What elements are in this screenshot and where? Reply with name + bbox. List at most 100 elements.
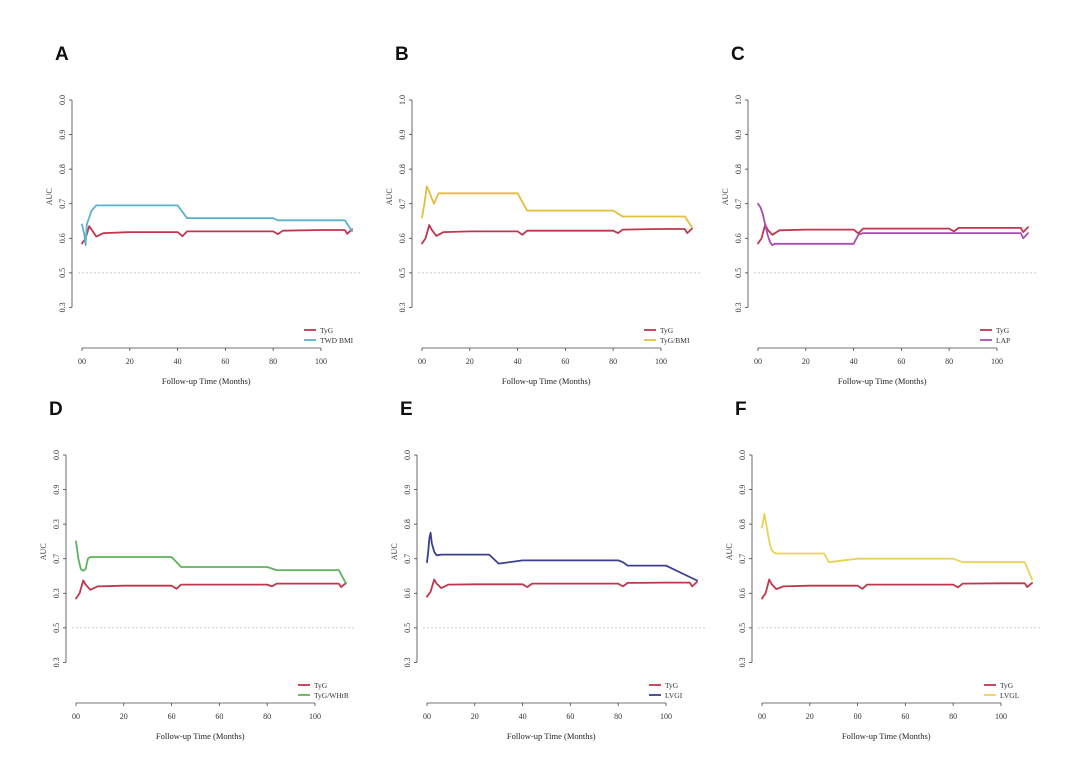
y-tick-label: 0.9	[738, 485, 747, 495]
x-tick-label: 60	[901, 712, 909, 721]
series-line-comparator	[426, 531, 698, 582]
x-tick-label: 40	[850, 357, 858, 366]
y-tick-label: 0.0	[52, 450, 61, 460]
x-axis-title: Follow-up Time (Months)	[156, 731, 245, 741]
x-tick-label: 100	[995, 712, 1007, 721]
y-tick-label: 0.3	[734, 302, 743, 312]
series-line-comparator	[421, 185, 693, 229]
x-axis-title: Follow-up Time (Months)	[842, 731, 931, 741]
legend-label: TyG	[996, 326, 1010, 335]
series-line-tyg	[757, 223, 1029, 245]
panel-e: E 0.0 0.9 0.8 0.7 0.6 0.5 0.3 AUC 00 20 40 60 80 100 F…	[345, 355, 707, 741]
y-tick-label: 0.5	[58, 268, 67, 278]
y-tick-label: 0.7	[734, 199, 743, 209]
x-tick-label: 20	[471, 712, 479, 721]
x-tick-label: 80	[269, 357, 277, 366]
legend-label: LVGI	[665, 691, 683, 700]
x-tick-label: 60	[221, 357, 229, 366]
y-tick-label: 0.9	[734, 130, 743, 140]
legend-label: TyG	[660, 326, 674, 335]
series-line-tyg	[421, 224, 693, 245]
y-tick-label: 0.6	[398, 233, 407, 243]
x-tick-label: 00	[418, 357, 426, 366]
series-line-tyg	[761, 578, 1033, 600]
y-tick-label: 0.9	[398, 130, 407, 140]
y-tick-label: 0.8	[58, 164, 67, 174]
plot-area: 1.0 0.9 0.8 0.7 0.6 0.5 0.3 AUC 00 20 40 60 80 100 Fol…	[721, 95, 1038, 386]
x-tick-label: 00	[754, 357, 762, 366]
y-tick-label: 0.9	[52, 485, 61, 495]
y-tick-label: 0.3	[52, 519, 61, 529]
x-tick-label: 20	[806, 712, 814, 721]
series-line-comparator	[761, 512, 1033, 581]
series-line-tyg	[75, 579, 347, 600]
panel-label: D	[49, 399, 63, 420]
y-tick-label: 0.0	[58, 95, 67, 105]
x-tick-label: 60	[897, 357, 905, 366]
panel-b: B 1.0 0.9 0.8 0.7 0.6 0.5 0.3 AUC 00 20 40 60 80 100 F…	[340, 0, 702, 386]
y-axis-title: AUC	[39, 543, 48, 560]
y-tick-label: 0.7	[738, 554, 747, 564]
legend-label: TyG	[314, 681, 328, 690]
legend-label: TyG	[665, 681, 679, 690]
y-tick-label: 0.3	[52, 588, 61, 598]
x-tick-label: 00	[758, 712, 766, 721]
legend-label: TyG	[320, 326, 334, 335]
x-tick-label: 60	[215, 712, 223, 721]
panel-d: D 0.0 0.9 0.3 0.7 0.3 0.5 0.3 AUC 00 20 60 60 80 100 F…	[0, 355, 356, 741]
y-axis-title: AUC	[390, 543, 399, 560]
series-line-comparator	[75, 540, 347, 585]
x-tick-label: 00	[423, 712, 431, 721]
panel-label: C	[731, 44, 745, 65]
y-tick-label: 0.7	[58, 199, 67, 209]
panel-label: E	[400, 399, 413, 420]
plot-area: 0.0 0.9 0.3 0.7 0.3 0.5 0.3 AUC 00 20 60 60 80 100 Fol…	[39, 450, 356, 741]
y-tick-label: 0.7	[398, 199, 407, 209]
x-tick-label: 60	[561, 357, 569, 366]
x-tick-label: 100	[991, 357, 1003, 366]
x-tick-label: 100	[315, 357, 327, 366]
x-tick-label: 40	[514, 357, 522, 366]
y-tick-label: 0.8	[398, 164, 407, 174]
x-tick-label: 00	[78, 357, 86, 366]
y-tick-label: 0.7	[403, 554, 412, 564]
y-tick-label: 0.3	[738, 657, 747, 667]
y-axis-title: AUC	[385, 188, 394, 205]
x-tick-label: 80	[949, 712, 957, 721]
x-tick-label: 100	[660, 712, 672, 721]
plot-area: 0.0 0.9 0.8 0.7 0.6 0.5 0.3 AUC 00 20 00 60 80 100 Fol…	[725, 450, 1042, 741]
y-tick-label: 0.3	[58, 302, 67, 312]
y-tick-label: 0.9	[58, 130, 67, 140]
x-tick-label: 100	[655, 357, 667, 366]
y-tick-label: 0.5	[52, 623, 61, 633]
x-tick-label: 60	[168, 712, 176, 721]
y-tick-label: 0.7	[52, 554, 61, 564]
y-tick-label: 0.0	[738, 450, 747, 460]
y-tick-label: 0.3	[52, 657, 61, 667]
panel-label: F	[735, 399, 747, 420]
y-tick-label: 0.6	[58, 233, 67, 243]
x-tick-label: 20	[466, 357, 474, 366]
legend-label: LAP	[996, 336, 1010, 345]
panel-label: A	[55, 44, 69, 65]
y-tick-label: 0.5	[738, 623, 747, 633]
x-tick-label: 80	[263, 712, 271, 721]
series-line-tyg	[426, 578, 698, 598]
x-axis-title: Follow-up Time (Months)	[162, 376, 251, 386]
x-tick-label: 20	[120, 712, 128, 721]
legend-label: TWD BMI	[320, 336, 354, 345]
y-tick-label: 1.0	[398, 95, 407, 105]
y-tick-label: 0.5	[734, 268, 743, 278]
x-tick-label: 00	[72, 712, 80, 721]
y-tick-label: 0.9	[403, 485, 412, 495]
y-tick-label: 0.6	[403, 588, 412, 598]
x-axis-title: Follow-up Time (Months)	[502, 376, 591, 386]
y-tick-label: 0.8	[403, 519, 412, 529]
legend-label: TyG/BMI	[660, 336, 690, 345]
y-tick-label: 0.8	[738, 519, 747, 529]
x-tick-label: 60	[566, 712, 574, 721]
x-tick-label: 80	[945, 357, 953, 366]
legend-label: TyG	[1000, 681, 1014, 690]
x-axis-title: Follow-up Time (Months)	[507, 731, 596, 741]
x-tick-label: 40	[174, 357, 182, 366]
